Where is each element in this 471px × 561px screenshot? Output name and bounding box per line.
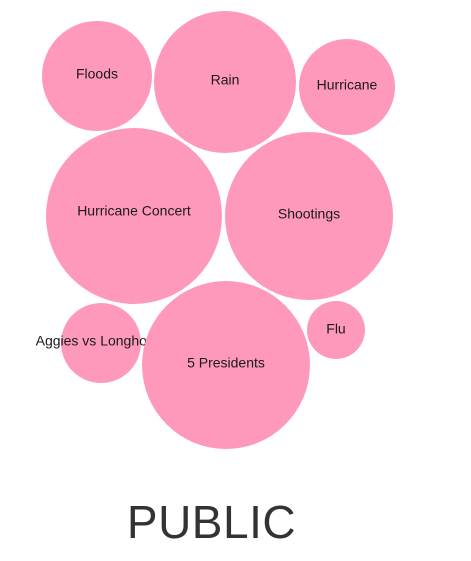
- bubble-label: Rain: [211, 72, 240, 88]
- bubble-circle: [142, 281, 310, 449]
- bubble-floods: Floods: [42, 21, 152, 131]
- bubble-rain: Rain: [154, 11, 296, 153]
- bubble-shootings: Shootings: [225, 132, 393, 300]
- bubble-hurricane: Hurricane: [299, 39, 395, 135]
- bubble-label: Floods: [76, 66, 118, 82]
- bubble-5-presidents: 5 Presidents: [142, 281, 310, 449]
- bubble-circle: [61, 303, 141, 383]
- bubble-circle: [225, 132, 393, 300]
- bubble-circle: [154, 11, 296, 153]
- bubble-aggies-vs-longhorns: Aggies vs Longhorns: [36, 303, 167, 383]
- bubble-circle: [42, 21, 152, 131]
- bubble-plot-area: Floods Rain Hurricane Hurricane Concert Shoo…: [36, 11, 395, 449]
- bubble-label: Hurricane Concert: [77, 203, 191, 219]
- bubble-label: Flu: [326, 321, 345, 337]
- bubble-circle: [46, 128, 222, 304]
- bubble-circle: [307, 301, 365, 359]
- bubble-label: 5 Presidents: [187, 355, 265, 371]
- bubble-label: Aggies vs Longhorns: [36, 333, 167, 349]
- bubble-flu: Flu: [307, 301, 365, 359]
- bubble-label: Hurricane: [317, 77, 378, 93]
- bubble-circle: [299, 39, 395, 135]
- bubble-hurricane-concert: Hurricane Concert: [46, 128, 222, 304]
- bubble-label: Shootings: [278, 206, 340, 222]
- chart-title: PUBLIC: [126, 496, 297, 548]
